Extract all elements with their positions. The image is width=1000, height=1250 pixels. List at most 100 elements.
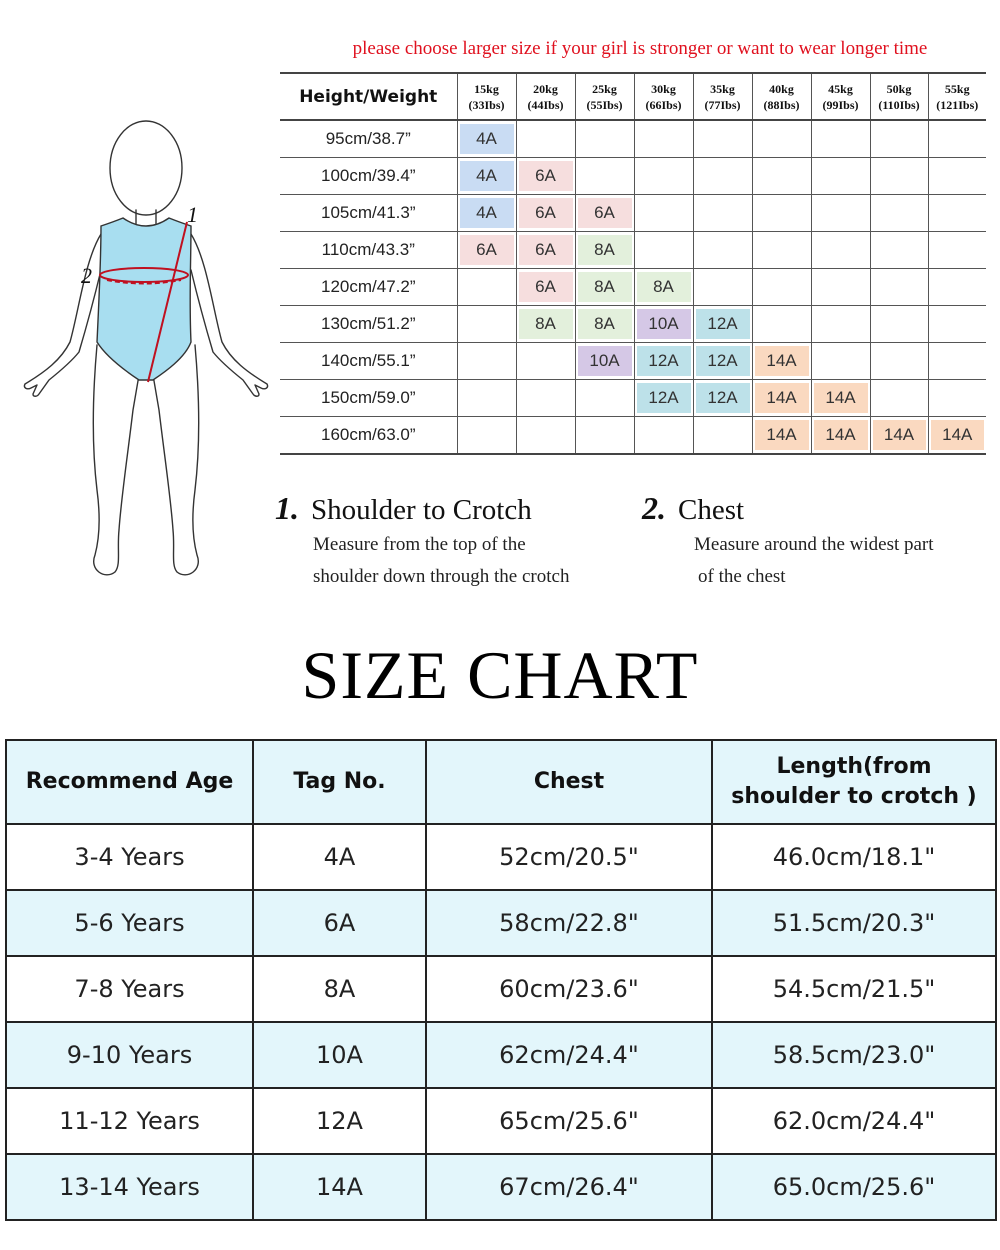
- chest-cell: 58cm/22.8": [425, 889, 713, 957]
- empty-cell: [810, 268, 871, 306]
- empty-cell: [751, 194, 812, 232]
- size-cell: 12A: [692, 379, 753, 417]
- size-cell: 14A: [751, 342, 812, 380]
- weight-header: 25kg (55Ibs): [574, 72, 635, 121]
- figure-left-arm: [23, 233, 102, 397]
- size-cell: 6A: [456, 231, 517, 269]
- height-label: 105cm/41.3”: [280, 194, 458, 232]
- empty-cell: [927, 231, 986, 269]
- empty-cell: [869, 268, 929, 306]
- tag-cell: 10A: [252, 1021, 427, 1089]
- size-cell: 4A: [456, 119, 517, 158]
- header-tag-no: Tag No.: [252, 739, 427, 825]
- header-recommend-age: Recommend Age: [5, 739, 254, 825]
- empty-cell: [574, 416, 635, 455]
- empty-cell: [456, 305, 517, 343]
- empty-cell: [456, 342, 517, 380]
- empty-cell: [869, 157, 929, 195]
- empty-cell: [633, 194, 694, 232]
- size-cell: 6A: [515, 268, 576, 306]
- age-cell: 9-10 Years: [5, 1021, 254, 1089]
- figure-head: [109, 120, 183, 216]
- measure-desc-1: Measure from the top of the shoulder dow…: [313, 534, 570, 587]
- weight-header: 30kg (66Ibs): [633, 72, 694, 121]
- size-cell: 6A: [515, 231, 576, 269]
- figure-marker-2: 2: [81, 263, 92, 288]
- length-cell: 46.0cm/18.1": [711, 823, 997, 891]
- height-row: 110cm/43.3” 6A 6A 8A: [280, 231, 986, 269]
- measure-chest: 2. Chest Measure around the widest part o…: [642, 490, 997, 593]
- size-cell: 8A: [633, 268, 694, 306]
- height-row: 130cm/51.2” 8A 8A 10A 12A: [280, 305, 986, 343]
- empty-cell: [574, 379, 635, 417]
- empty-cell: [692, 119, 753, 158]
- measure-desc-2: Measure around the widest part of the ch…: [694, 534, 934, 587]
- length-cell: 58.5cm/23.0": [711, 1021, 997, 1089]
- height-label: 120cm/47.2”: [280, 268, 458, 306]
- size-cell: 10A: [574, 342, 635, 380]
- empty-cell: [927, 305, 986, 343]
- tag-cell: 12A: [252, 1087, 427, 1155]
- empty-cell: [633, 119, 694, 158]
- empty-cell: [633, 231, 694, 269]
- tag-cell: 4A: [252, 823, 427, 891]
- weight-header: 45kg (99Ibs): [810, 72, 871, 121]
- size-row: 9-10 Years 10A 62cm/24.4" 58.5cm/23.0": [5, 1021, 997, 1089]
- size-cell: 14A: [751, 416, 812, 455]
- empty-cell: [927, 379, 986, 417]
- age-cell: 7-8 Years: [5, 955, 254, 1023]
- size-cell: 10A: [633, 305, 694, 343]
- size-chart-table: Recommend Age Tag No. Chest Length(from …: [5, 739, 997, 1221]
- size-cell: 12A: [633, 342, 694, 380]
- chest-cell: 67cm/26.4": [425, 1153, 713, 1221]
- empty-cell: [810, 305, 871, 343]
- figure-right-leg: [152, 344, 200, 576]
- tag-cell: 14A: [252, 1153, 427, 1221]
- height-row: 105cm/41.3” 4A 6A 6A: [280, 194, 986, 232]
- weight-header: 15kg (33Ibs): [456, 72, 517, 121]
- size-cell: 8A: [574, 231, 635, 269]
- empty-cell: [869, 194, 929, 232]
- empty-cell: [869, 119, 929, 158]
- empty-cell: [810, 194, 871, 232]
- empty-cell: [692, 157, 753, 195]
- empty-cell: [515, 342, 576, 380]
- empty-cell: [751, 268, 812, 306]
- empty-cell: [869, 342, 929, 380]
- length-cell: 54.5cm/21.5": [711, 955, 997, 1023]
- header-chest: Chest: [425, 739, 713, 825]
- chest-cell: 60cm/23.6": [425, 955, 713, 1023]
- height-label: 110cm/43.3”: [280, 231, 458, 269]
- height-label: 150cm/59.0”: [280, 379, 458, 417]
- empty-cell: [574, 119, 635, 158]
- empty-cell: [515, 416, 576, 455]
- size-cell: 8A: [574, 305, 635, 343]
- empty-cell: [456, 268, 517, 306]
- empty-cell: [692, 194, 753, 232]
- height-weight-table: Height/Weight 15kg (33Ibs) 20kg (44Ibs) 25kg…: [280, 72, 986, 455]
- size-cell: 4A: [456, 157, 517, 195]
- empty-cell: [869, 379, 929, 417]
- height-weight-header: Height/Weight: [280, 72, 458, 121]
- tag-cell: 6A: [252, 889, 427, 957]
- height-row: 140cm/55.1” 10A 12A 12A 14A: [280, 342, 986, 380]
- size-cell: 4A: [456, 194, 517, 232]
- figure-left-leg: [92, 344, 140, 576]
- chest-cell: 65cm/25.6": [425, 1087, 713, 1155]
- age-cell: 5-6 Years: [5, 889, 254, 957]
- empty-cell: [456, 379, 517, 417]
- empty-cell: [751, 157, 812, 195]
- empty-cell: [869, 305, 929, 343]
- height-label: 140cm/55.1”: [280, 342, 458, 380]
- age-cell: 13-14 Years: [5, 1153, 254, 1221]
- length-cell: 51.5cm/20.3": [711, 889, 997, 957]
- height-label: 160cm/63.0”: [280, 416, 458, 455]
- height-row: 95cm/38.7” 4A: [280, 119, 986, 158]
- weight-header: 50kg (110Ibs): [869, 72, 929, 121]
- size-row: 5-6 Years 6A 58cm/22.8" 51.5cm/20.3": [5, 889, 997, 957]
- size-cell: 12A: [692, 305, 753, 343]
- chest-cell: 52cm/20.5": [425, 823, 713, 891]
- size-row: 7-8 Years 8A 60cm/23.6" 54.5cm/21.5": [5, 955, 997, 1023]
- height-label: 95cm/38.7”: [280, 119, 458, 158]
- size-cell: 6A: [574, 194, 635, 232]
